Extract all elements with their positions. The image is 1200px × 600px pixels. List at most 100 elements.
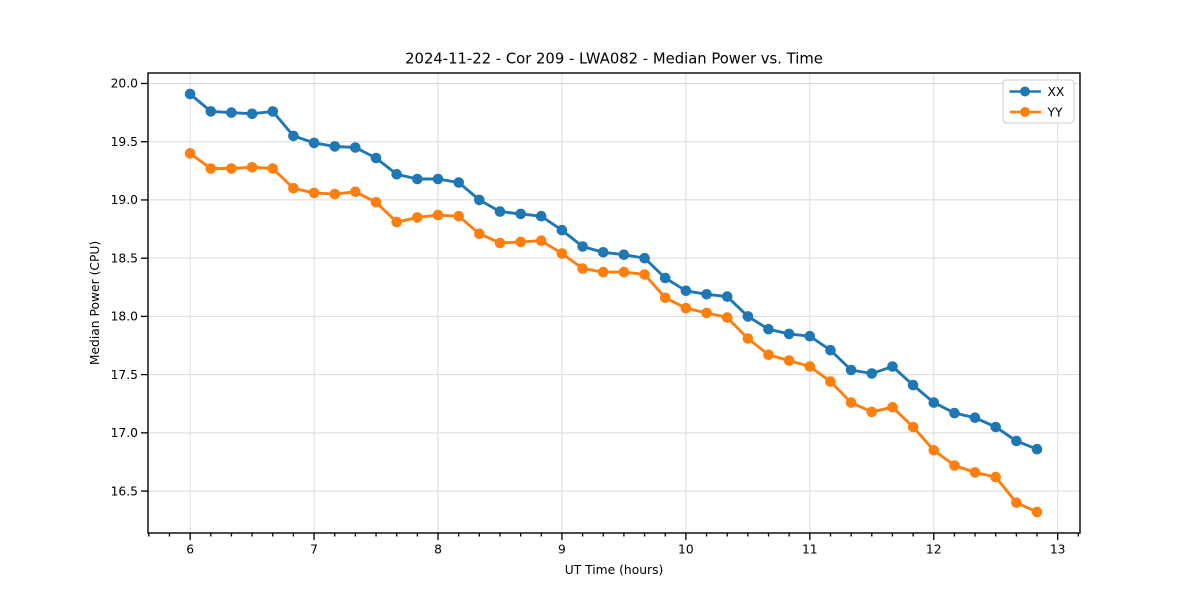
x-axis-label: UT Time (hours) [565, 563, 664, 577]
y-tick-label: 16.5 [111, 484, 138, 498]
x-tick-label: 9 [558, 543, 566, 557]
legend-label-yy: YY [1047, 105, 1064, 119]
data-point-xx [226, 107, 237, 118]
data-point-yy [535, 235, 547, 246]
y-axis-label: Median Power (CPU) [88, 241, 102, 365]
data-point-xx [391, 169, 403, 180]
data-point-yy [267, 163, 279, 174]
data-point-xx [721, 291, 733, 302]
data-point-yy [370, 197, 382, 208]
data-point-yy [804, 361, 816, 372]
data-point-xx [701, 289, 712, 300]
data-point-yy [763, 349, 774, 361]
x-tick-label: 6 [186, 543, 194, 557]
data-point-xx [474, 194, 485, 206]
data-point-xx [515, 208, 526, 220]
data-point-yy [494, 237, 506, 249]
data-point-yy [742, 333, 754, 344]
data-point-xx [907, 379, 919, 391]
data-point-yy [721, 312, 733, 323]
data-point-xx [618, 249, 630, 260]
x-tick-label: 7 [310, 543, 318, 557]
data-point-xx [412, 173, 423, 185]
data-point-yy [1031, 506, 1043, 518]
data-point-yy [969, 467, 981, 478]
data-point-xx [453, 177, 465, 188]
y-tick-label: 18.5 [111, 251, 138, 265]
data-point-yy [701, 307, 712, 319]
data-point-yy [680, 302, 692, 314]
data-point-xx [556, 224, 568, 236]
series-line-yy [189, 152, 1038, 514]
data-point-xx [887, 361, 898, 372]
data-point-yy [928, 445, 940, 456]
axis-ticks: 6 7 8 9 10 11 12 13 16.5 17.0 17.5 18.0 18.5 19.0 19.5… [111, 77, 1080, 557]
data-point-yy [432, 209, 444, 221]
x-tick-label: 10 [678, 543, 694, 557]
x-tick-label: 8 [434, 543, 442, 557]
data-point-xx [639, 252, 650, 264]
data-point-yy [845, 397, 857, 408]
data-point-yy [412, 212, 423, 223]
data-point-xx [246, 108, 258, 120]
legend-marker [1020, 86, 1030, 97]
data-point-xx [370, 152, 382, 164]
y-tick-label: 19.5 [111, 135, 138, 149]
plot-frame [147, 72, 1081, 534]
data-point-yy [825, 376, 836, 387]
data-point-xx [535, 210, 547, 222]
chart-title: 2024-11-22 - Cor 209 - LWA082 - Median P… [405, 51, 823, 68]
legend: XX YY [1002, 79, 1075, 124]
data-point-xx [990, 421, 1001, 433]
data-point-yy [515, 236, 526, 248]
data-point-xx [845, 364, 857, 376]
x-tick-label: 13 [1050, 543, 1066, 557]
data-point-yy [907, 421, 919, 433]
data-point-yy [618, 266, 630, 278]
data-point-yy [866, 406, 878, 418]
y-tick-label: 20.0 [111, 77, 138, 91]
data-point-xx [825, 344, 836, 356]
data-point-yy [226, 163, 237, 174]
data-point-yy [391, 216, 403, 228]
x-tick-label: 12 [926, 543, 942, 557]
data-point-xx [308, 137, 320, 149]
data-point-xx [288, 130, 299, 142]
data-point-yy [453, 210, 465, 222]
gridlines [148, 73, 1080, 533]
data-point-xx [763, 323, 774, 335]
data-point-yy [350, 186, 361, 198]
data-point-xx [783, 328, 795, 340]
data-point-yy [184, 148, 196, 159]
y-tick-label: 19.0 [111, 193, 138, 207]
data-point-xx [184, 88, 196, 100]
data-point-yy [639, 269, 650, 280]
data-point-xx [350, 142, 361, 153]
data-point-xx [494, 206, 506, 217]
x-tick-label: 11 [802, 543, 818, 557]
data-point-yy [308, 187, 320, 199]
data-point-xx [267, 106, 279, 117]
data-point-yy [577, 263, 588, 274]
data-point-xx [329, 141, 341, 152]
data-point-yy [990, 471, 1001, 483]
data-point-yy [556, 248, 568, 259]
data-point-xx [804, 330, 816, 342]
data-point-xx [597, 247, 609, 258]
y-tick-label: 18.0 [111, 310, 138, 324]
data-point-yy [474, 228, 485, 239]
series-layer [184, 88, 1043, 518]
data-point-xx [577, 241, 588, 252]
y-tick-label: 17.0 [111, 426, 138, 440]
data-point-xx [928, 397, 940, 408]
legend-marker [1020, 107, 1030, 117]
data-point-xx [1011, 435, 1022, 447]
data-point-xx [949, 407, 960, 419]
data-point-yy [1011, 497, 1022, 509]
data-point-xx [432, 173, 444, 185]
data-point-xx [742, 311, 754, 322]
data-point-yy [949, 460, 960, 471]
legend-label-xx: XX [1048, 85, 1065, 99]
data-point-yy [659, 292, 671, 304]
